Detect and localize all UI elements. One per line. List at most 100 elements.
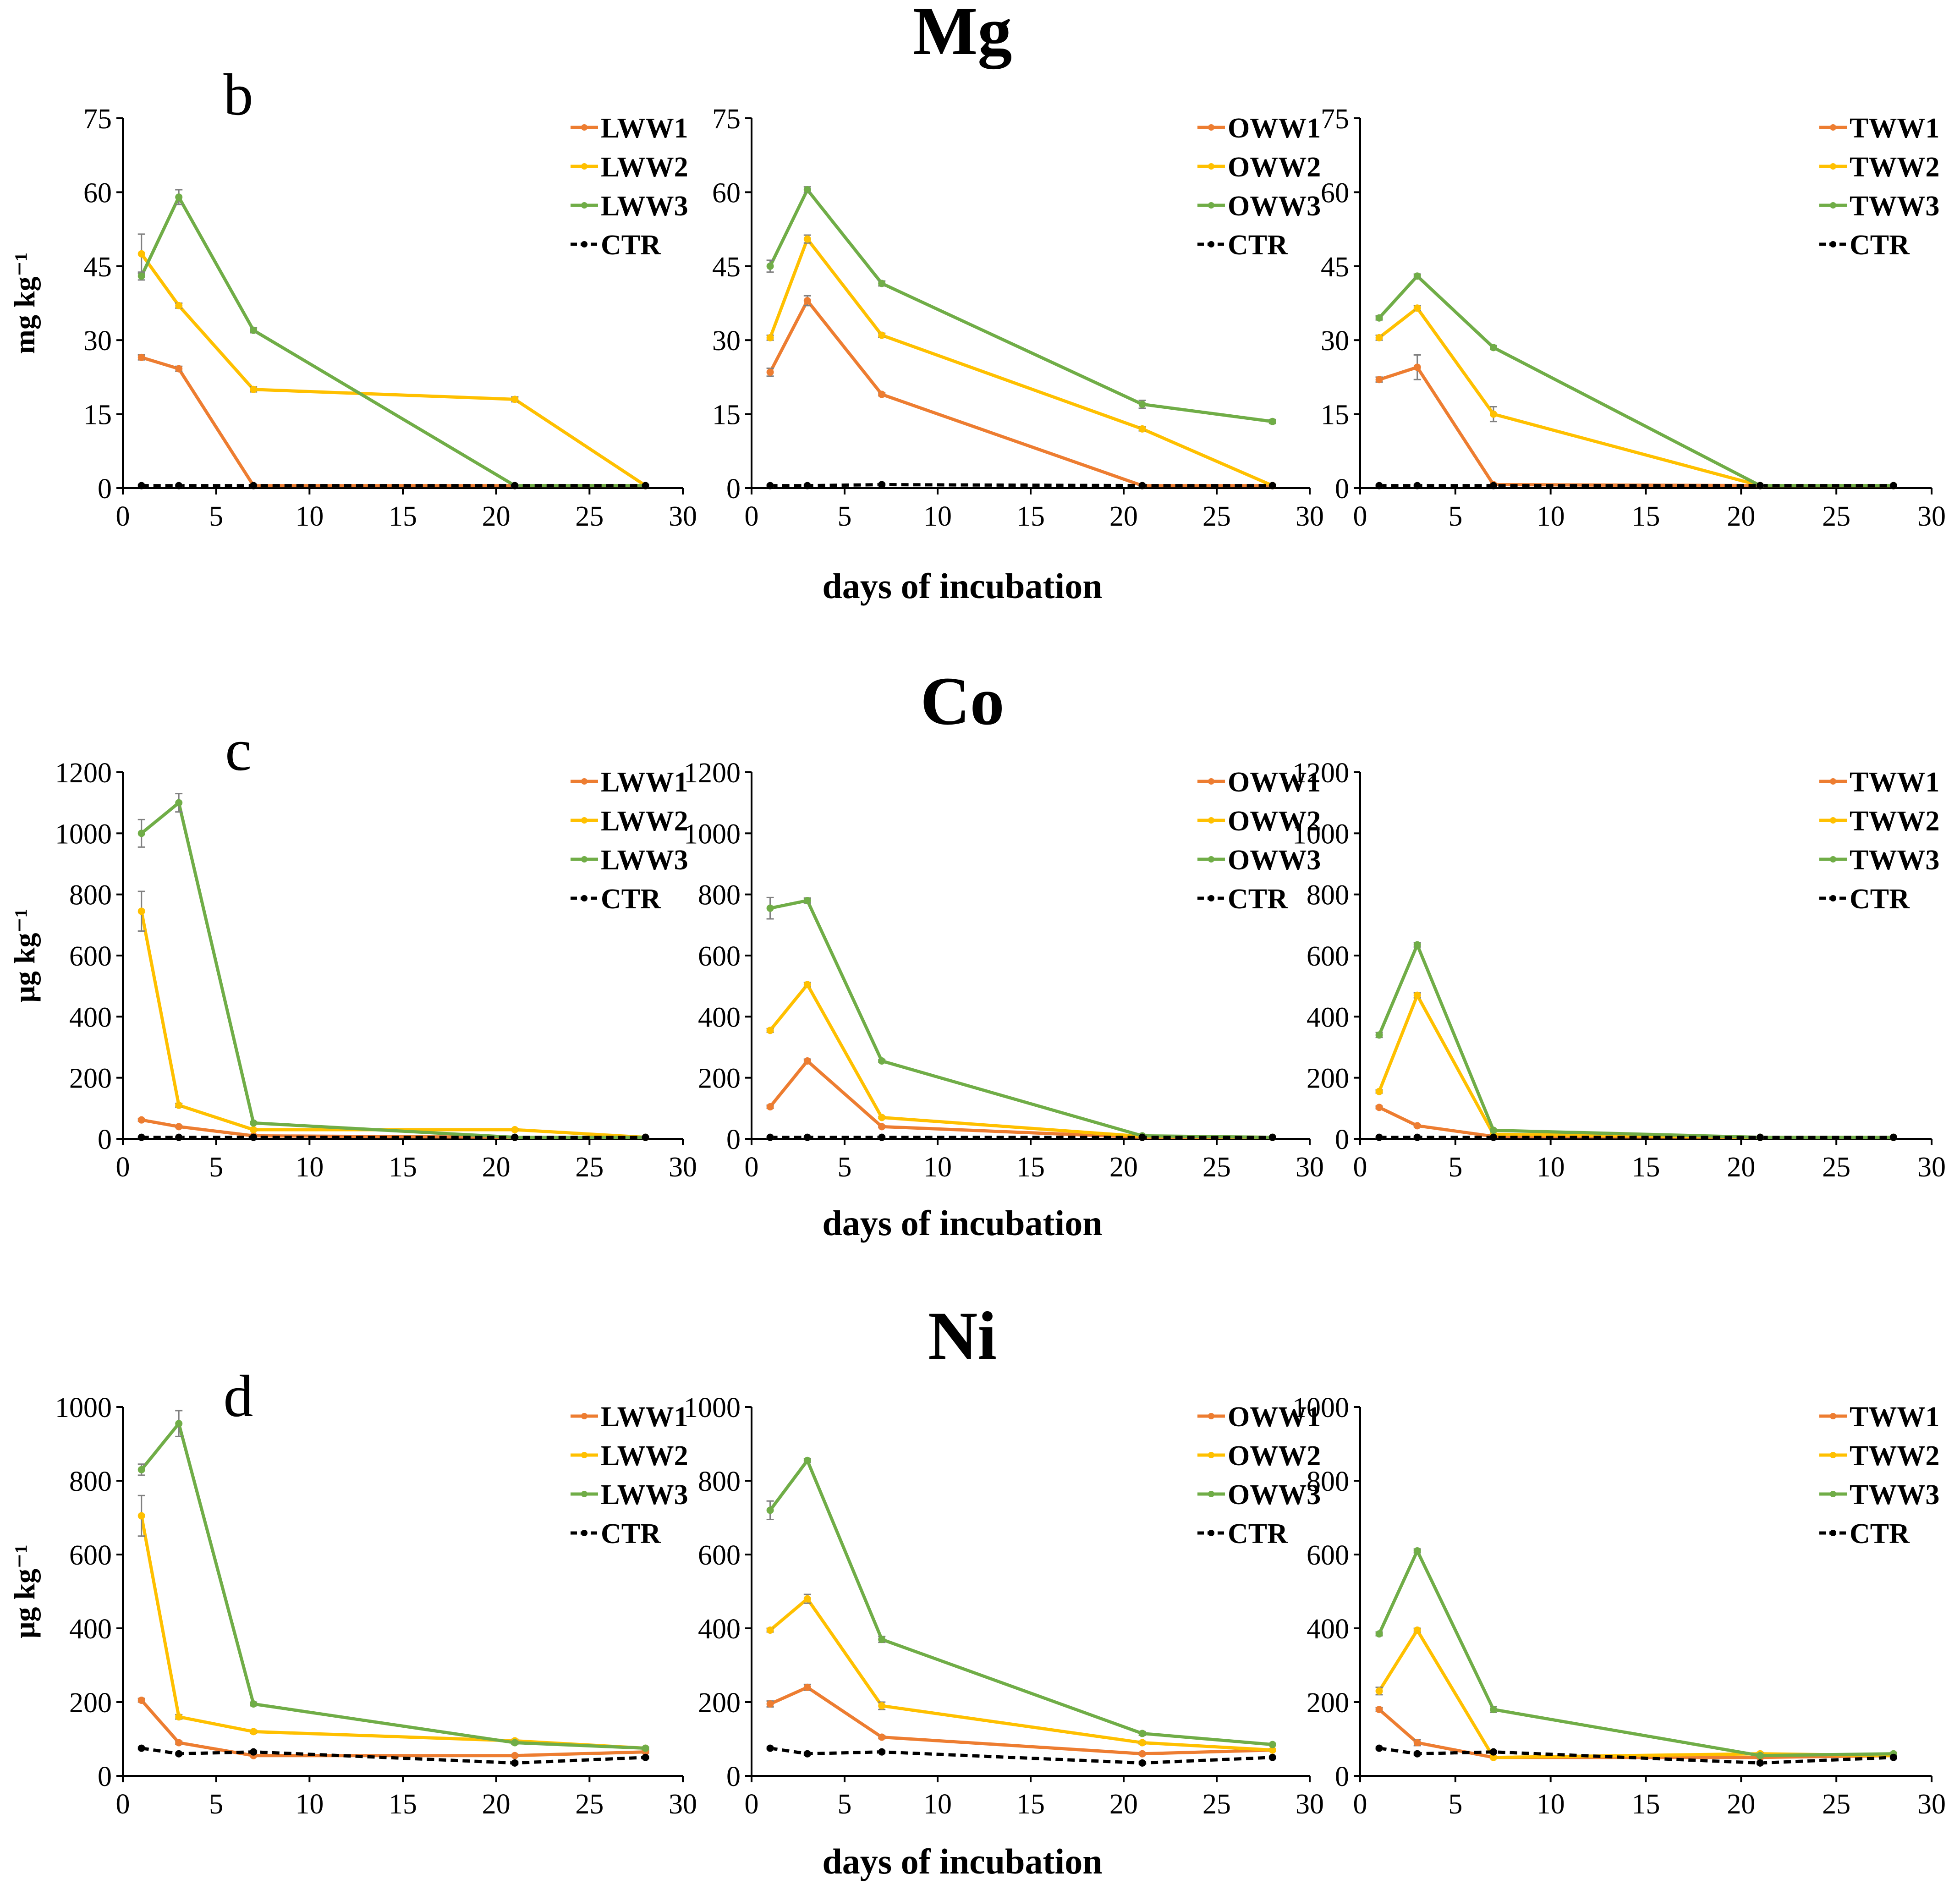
y-tick-label: 800 [69,1466,112,1497]
x-tick-label: 15 [1632,1152,1660,1183]
y-tick-label: 400 [698,1614,741,1645]
y-tick-label: 1000 [684,819,741,850]
legend-label: TWW3 [1850,1479,1939,1511]
data-point [1268,1753,1276,1761]
data-point [803,897,811,904]
data-point [1413,304,1421,312]
data-point [1413,1547,1421,1555]
y-tick-label: 800 [1307,1466,1349,1497]
y-tick-label: 400 [69,1002,112,1033]
data-point [803,1595,811,1603]
data-point [1268,1746,1276,1754]
data-point [175,1750,183,1758]
data-point [175,1123,183,1131]
legend-marker [1830,1530,1836,1536]
data-point [1138,482,1146,489]
legend-marker [1830,163,1836,170]
data-point [878,1123,886,1131]
data-point [137,1133,145,1141]
data-point [1268,1133,1276,1141]
x-tick-label: 0 [745,1152,759,1183]
data-point [1375,482,1383,489]
panel-3: 0 15 30 45 60 75 0 5 10 15 20 25 30 TWW1 TWW2 TWW3 CTR [1321,104,1946,532]
series-ctr [137,1744,649,1767]
x-tick-label: 30 [669,1789,697,1820]
x-tick-label: 10 [295,1152,324,1183]
series-oww3 [766,186,1276,425]
x-tick-label: 25 [1822,1789,1850,1820]
y-tick-label: 600 [1307,941,1349,972]
series-ctr [1375,1744,1897,1767]
legend-label: TWW3 [1850,845,1939,876]
y-tick-label: 200 [1307,1063,1349,1094]
x-tick-label: 0 [745,501,759,532]
y-tick-label: 400 [1307,1002,1349,1033]
y-tick-label: 1200 [1292,758,1349,789]
y-tick-label: 0 [726,1124,741,1155]
data-point [803,1750,811,1758]
series-tww3 [1375,941,1897,1141]
data-point [1375,1744,1383,1752]
legend-marker [1208,778,1214,785]
y-tick-label: 600 [698,1540,741,1571]
y-tick-label: 1000 [684,1392,741,1423]
legend-label: CTR [601,884,661,915]
series-line [769,299,1273,488]
data-point [137,1512,145,1520]
data-point [1413,1122,1421,1130]
data-point [137,1696,145,1704]
legend-label: TWW2 [1850,1440,1939,1472]
data-point [1413,482,1421,489]
legend-label: TWW1 [1850,767,1939,798]
data-point [878,1114,886,1121]
data-point [1756,1752,1764,1759]
series-tww2 [1375,991,1897,1141]
x-tick-label: 5 [1448,1789,1462,1820]
panel-letter: d [224,1363,253,1429]
data-point [511,1133,519,1141]
series-line [769,899,1273,1139]
y-tick-label: 400 [1307,1614,1349,1645]
legend-label: CTR [601,230,661,261]
data-point [1375,1031,1383,1039]
legend-label: TWW1 [1850,1401,1939,1433]
legend-marker [1208,1530,1214,1536]
y-tick-label: 1000 [55,1392,112,1423]
section-title-ni: Ni [928,1298,997,1374]
data-point [175,1739,183,1747]
x-tick-label: 30 [1917,501,1946,532]
y-tick-label: 0 [98,473,112,505]
data-point [1413,1626,1421,1634]
series-line [770,1747,1273,1765]
series-lww2 [137,890,649,1141]
x-tick-label: 10 [923,501,952,532]
legend-label: OWW2 [1228,1440,1321,1472]
legend-label: CTR [601,1518,661,1549]
data-point [1138,425,1146,433]
data-point [878,1057,886,1065]
y-tick-label: 75 [83,104,112,135]
data-point [175,365,183,373]
legend-marker [1208,1491,1214,1497]
data-point [766,1506,774,1514]
y-tick-label: 800 [698,880,741,911]
legend-label: CTR [1228,230,1288,261]
data-point [803,1456,811,1464]
x-tick-label: 15 [1016,1789,1045,1820]
x-tick-label: 15 [389,1789,417,1820]
data-point [1413,1133,1421,1141]
data-point [766,1744,774,1752]
x-tick-label: 30 [1917,1789,1946,1820]
x-tick-label: 30 [1296,501,1324,532]
data-point [175,1101,183,1109]
y-tick-label: 75 [1321,104,1349,135]
series-line [1378,1628,1894,1759]
series-oww1 [766,295,1276,489]
x-tick-label: 25 [1202,1152,1231,1183]
series-line [141,356,646,488]
series-ctr [137,1133,649,1141]
series-ctr [1375,482,1897,489]
series-lww1 [137,1696,649,1759]
data-point [803,1057,811,1065]
series-ctr [766,1133,1276,1141]
